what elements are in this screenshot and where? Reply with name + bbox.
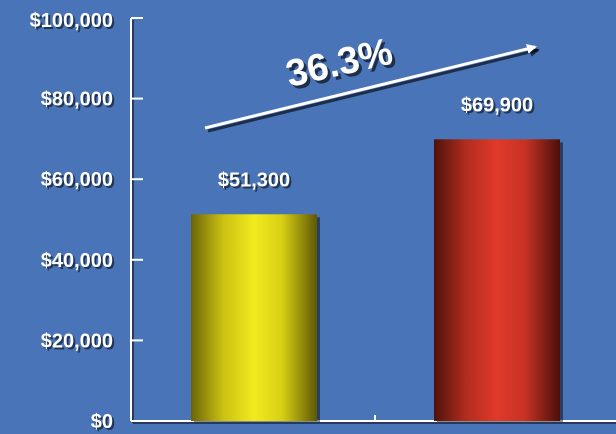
y-tick-label-shadow: $40,000 bbox=[43, 252, 115, 274]
y-tick-label: $0 bbox=[91, 411, 113, 433]
data-label: $51,300 bbox=[218, 169, 290, 191]
y-tick-label-shadow: $80,000 bbox=[43, 91, 115, 113]
y-tick-label: $60,000 bbox=[41, 169, 113, 191]
y-tick-label: $40,000 bbox=[41, 250, 113, 272]
data-label-shadow: $51,300 bbox=[220, 171, 292, 193]
growth-arrow-shadow bbox=[207, 47, 540, 133]
data-labels: $51,300$51,300$69,900$69,900 bbox=[218, 94, 535, 193]
bars bbox=[191, 139, 563, 423]
bar bbox=[191, 214, 317, 421]
y-tick-label-shadow: $60,000 bbox=[43, 171, 115, 193]
data-label: $69,900 bbox=[461, 94, 533, 116]
y-tick-label: $80,000 bbox=[41, 89, 113, 111]
bar bbox=[434, 139, 560, 422]
y-tick-label-shadow: $0 bbox=[93, 413, 115, 434]
y-tick-label-shadow: $20,000 bbox=[43, 332, 115, 354]
data-label-shadow: $69,900 bbox=[463, 96, 535, 118]
growth-arrow bbox=[204, 44, 537, 130]
axes: $0$0$20,000$20,000$40,000$40,000$60,000$… bbox=[30, 10, 616, 434]
y-tick-label: $100,000 bbox=[30, 10, 113, 32]
y-tick-label: $20,000 bbox=[41, 330, 113, 352]
y-tick-label-shadow: $100,000 bbox=[32, 12, 115, 34]
